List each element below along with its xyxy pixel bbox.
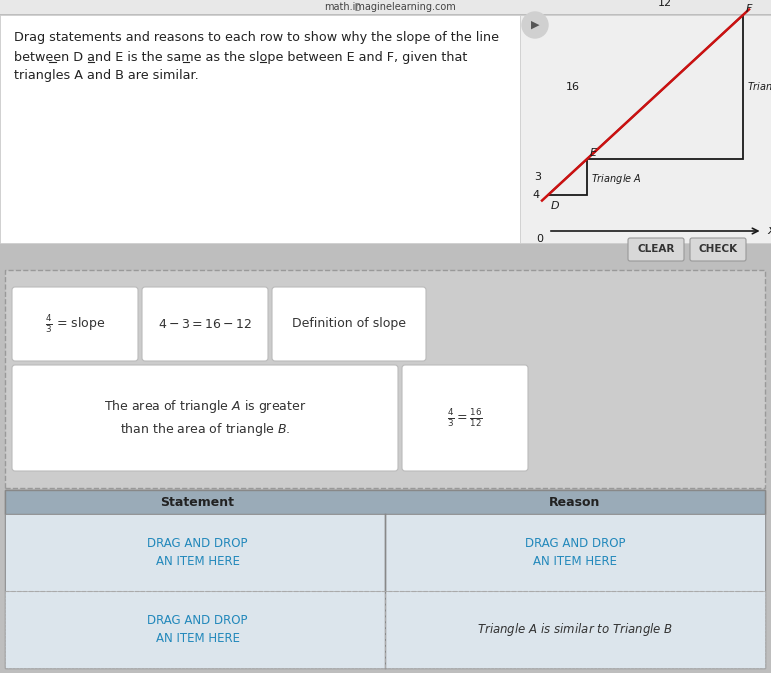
FancyBboxPatch shape [272, 287, 426, 361]
Text: Triangle $B$: Triangle $B$ [747, 80, 771, 94]
Text: 🔒: 🔒 [355, 3, 359, 11]
Text: 0: 0 [537, 234, 544, 244]
FancyBboxPatch shape [628, 238, 684, 261]
Text: Drag statements and reasons to each row to show why the slope of the line: Drag statements and reasons to each row … [14, 32, 499, 44]
Text: DRAG AND DROP
AN ITEM HERE: DRAG AND DROP AN ITEM HERE [147, 614, 247, 645]
Text: $\frac{4}{3} = \frac{16}{12}$: $\frac{4}{3} = \frac{16}{12}$ [447, 407, 483, 429]
FancyBboxPatch shape [520, 15, 771, 243]
FancyBboxPatch shape [402, 365, 528, 471]
Text: DRAG AND DROP
AN ITEM HERE: DRAG AND DROP AN ITEM HERE [147, 537, 247, 568]
Circle shape [522, 12, 548, 38]
Text: $D$: $D$ [550, 199, 560, 211]
Text: triangles A and B are similar.: triangles A and B are similar. [14, 69, 199, 83]
Text: CLEAR: CLEAR [638, 244, 675, 254]
Text: $4 - 3 = 16 - 12$: $4 - 3 = 16 - 12$ [158, 318, 252, 330]
Text: $E$: $E$ [589, 146, 598, 158]
FancyBboxPatch shape [0, 15, 520, 243]
FancyBboxPatch shape [690, 238, 746, 261]
Text: Statement: Statement [160, 495, 234, 509]
Text: 4: 4 [533, 190, 540, 200]
Text: Triangle $\mathit{A}$ is similar to Triangle $\mathit{B}$: Triangle $\mathit{A}$ is similar to Tria… [477, 621, 673, 638]
Text: 12: 12 [658, 0, 672, 8]
Text: Definition of slope: Definition of slope [292, 318, 406, 330]
FancyBboxPatch shape [0, 0, 771, 14]
FancyBboxPatch shape [5, 270, 765, 488]
Text: Reason: Reason [549, 495, 601, 509]
Text: $\frac{4}{3}$ = slope: $\frac{4}{3}$ = slope [45, 313, 105, 335]
Text: Triangle $A$: Triangle $A$ [591, 172, 641, 186]
FancyBboxPatch shape [5, 591, 765, 668]
Text: 16: 16 [566, 82, 580, 92]
FancyBboxPatch shape [5, 514, 765, 591]
FancyBboxPatch shape [142, 287, 268, 361]
Text: between D and E is the same as the slope between E and F, given that: between D and E is the same as the slope… [14, 50, 467, 63]
Text: CHECK: CHECK [699, 244, 738, 254]
Text: 3: 3 [534, 172, 541, 182]
Text: $F$: $F$ [745, 2, 753, 14]
Text: math.imaginelearning.com: math.imaginelearning.com [324, 2, 456, 12]
FancyBboxPatch shape [12, 287, 138, 361]
Text: ▶: ▶ [530, 20, 539, 30]
Text: $x$: $x$ [766, 225, 771, 238]
Text: The area of triangle $\mathit{A}$ is greater
than the area of triangle $\mathit{: The area of triangle $\mathit{A}$ is gre… [104, 398, 306, 438]
FancyBboxPatch shape [5, 490, 765, 668]
FancyBboxPatch shape [5, 490, 765, 514]
Text: DRAG AND DROP
AN ITEM HERE: DRAG AND DROP AN ITEM HERE [525, 537, 625, 568]
FancyBboxPatch shape [12, 365, 398, 471]
